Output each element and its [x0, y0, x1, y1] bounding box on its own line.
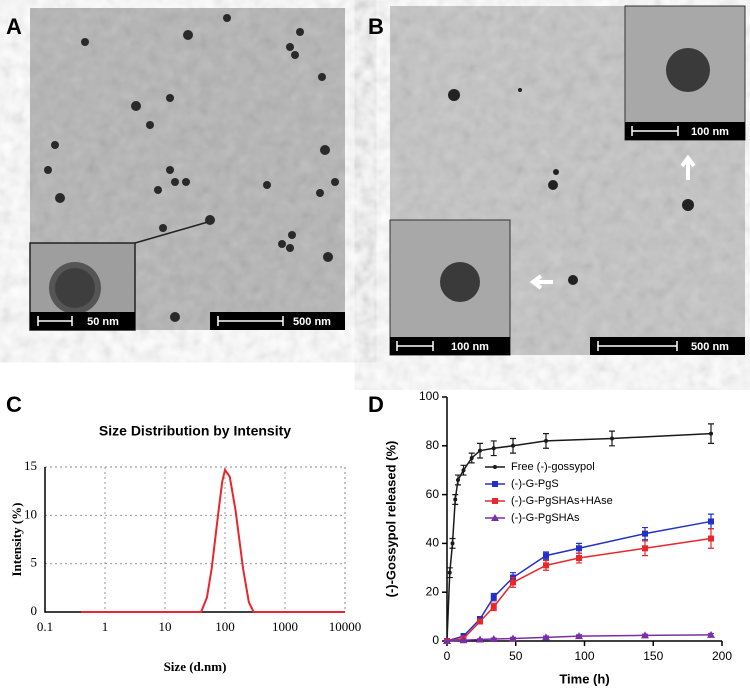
- marker: [708, 518, 714, 525]
- marker: [456, 477, 460, 482]
- x-tick-label: 150: [643, 649, 663, 663]
- y-tick-label: 15: [24, 458, 37, 473]
- x-tick-label: 10000: [329, 619, 362, 634]
- panel-label: A: [6, 14, 22, 39]
- marker: [708, 535, 714, 542]
- marker: [490, 603, 497, 610]
- legend-marker: [493, 465, 497, 469]
- marker: [543, 552, 549, 559]
- panel-label: C: [6, 392, 22, 417]
- marker: [544, 438, 548, 443]
- x-tick-label: 0: [444, 649, 451, 663]
- marker: [707, 630, 715, 638]
- scale-bar-label: 500 nm: [691, 341, 729, 353]
- y-tick-label: 40: [426, 536, 440, 550]
- chart-title: Size Distribution by Intensity: [99, 423, 291, 439]
- axis-line: [44, 467, 345, 613]
- marker: [450, 541, 455, 546]
- x-tick-label: 200: [712, 649, 732, 663]
- marker: [478, 448, 482, 453]
- marker: [447, 570, 452, 575]
- x-tick-label: 100: [574, 649, 594, 663]
- plot-frame: [44, 466, 346, 613]
- scale-bar-label: 100 nm: [451, 341, 489, 353]
- axis-line: [446, 397, 722, 642]
- y-tick-label: 100: [419, 389, 439, 403]
- y-tick-label: 0: [432, 633, 439, 647]
- scale-bar-label: 500 nm: [293, 316, 331, 328]
- scale-bar-label: 50 nm: [87, 316, 119, 328]
- marker: [490, 594, 497, 601]
- marker: [576, 555, 582, 562]
- y-axis-label: (-)-Gossypol released (%): [383, 441, 398, 598]
- marker: [576, 545, 582, 552]
- y-tick-label: 0: [31, 603, 38, 618]
- y-tick-label: 10: [24, 506, 37, 521]
- y-tick-label: 5: [31, 555, 38, 570]
- marker: [510, 579, 516, 586]
- marker: [709, 431, 713, 436]
- marker: [543, 562, 549, 569]
- y-tick-label: 20: [426, 584, 440, 598]
- marker: [509, 634, 517, 642]
- marker: [476, 635, 484, 643]
- x-axis-label: Time (h): [559, 671, 609, 686]
- marker: [459, 636, 468, 644]
- marker: [491, 446, 496, 451]
- y-tick-label: 80: [426, 438, 440, 452]
- x-axis-label: Size (d.nm): [164, 659, 227, 674]
- marker: [641, 631, 649, 639]
- marker: [477, 618, 483, 625]
- marker: [461, 468, 466, 473]
- micrograph-b: [389, 5, 746, 356]
- x-tick-label: 1: [102, 619, 109, 634]
- micrograph-a: [29, 8, 345, 331]
- marker: [642, 545, 648, 552]
- x-tick-label: 100: [215, 619, 235, 634]
- y-axis-label: Intensity (%): [9, 502, 24, 576]
- marker: [542, 633, 550, 641]
- marker: [489, 635, 498, 643]
- legend-label: (-)-G-PgS: [511, 478, 559, 490]
- marker: [642, 530, 648, 537]
- legend-marker: [491, 514, 499, 521]
- marker: [469, 456, 474, 460]
- marker: [575, 632, 583, 640]
- legend-label: Free (-)-gossypol: [511, 461, 595, 473]
- legend-label: (-)-G-PgSHAs: [511, 512, 580, 524]
- marker: [443, 637, 451, 644]
- legend-marker: [492, 498, 498, 504]
- scale-bar-label: 100 nm: [691, 126, 729, 138]
- marker: [610, 436, 614, 441]
- x-tick-label: 50: [509, 649, 523, 663]
- marker: [453, 497, 458, 502]
- x-tick-label: 0.1: [37, 619, 53, 634]
- y-tick-label: 60: [426, 487, 440, 501]
- legend-label: (-)-G-PgSHAs+HAse: [511, 495, 613, 507]
- marker: [511, 443, 515, 448]
- series-line: [446, 520, 712, 642]
- series-line: [81, 467, 345, 613]
- x-tick-label: 10: [159, 619, 172, 634]
- legend-marker: [492, 481, 498, 487]
- panel-label: B: [368, 14, 384, 39]
- panel-label: D: [368, 392, 384, 417]
- x-tick-label: 1000: [272, 619, 298, 634]
